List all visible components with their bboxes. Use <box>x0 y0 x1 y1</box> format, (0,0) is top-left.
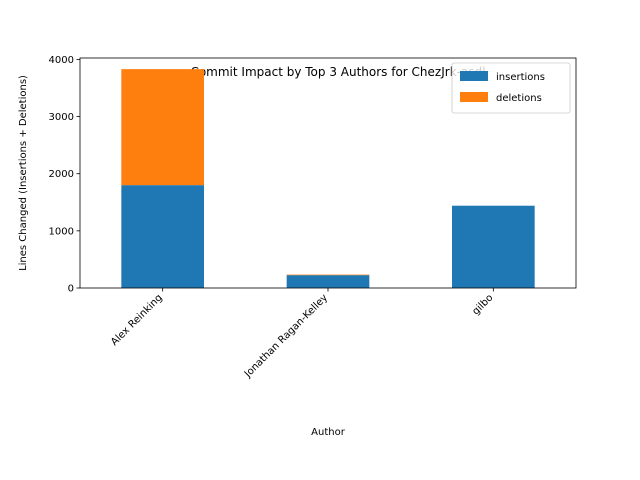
plot-frame <box>79 57 577 289</box>
y-axis: 0 1000 2000 3000 4000 <box>49 55 80 295</box>
x-tick-label-0: Alex Reinking <box>109 292 165 348</box>
legend-swatch-deletions <box>460 92 488 102</box>
legend-label-insertions: insertions <box>496 72 545 83</box>
legend: insertions deletions <box>451 62 571 114</box>
y-tick-label-4: 4000 <box>49 55 74 66</box>
chart-title: Commit Impact by Top 3 Authors for ChezJ… <box>190 65 485 79</box>
x-tick-label-2: gilbo <box>470 292 495 317</box>
bar-deletions-2 <box>286 274 370 276</box>
y-tick-label-3: 3000 <box>49 112 74 123</box>
x-axis-label: Author <box>311 427 346 438</box>
bar-insertions-3 <box>452 205 535 288</box>
x-tick-label-1: Jonathan Ragan-Kelley <box>242 292 330 380</box>
y-tick-label-1: 1000 <box>49 226 74 237</box>
plot-bars <box>121 69 535 288</box>
y-axis-label: Lines Changed (Insertions + Deletions) <box>18 75 29 271</box>
legend-frame <box>451 62 571 114</box>
bar-insertions-2 <box>286 275 370 288</box>
legend-label-deletions: deletions <box>496 93 542 104</box>
y-tick-label-2: 2000 <box>49 169 74 180</box>
bar-insertions-1 <box>121 185 204 288</box>
legend-swatch-insertions <box>460 71 488 81</box>
bar-deletions-1 <box>121 69 204 186</box>
y-tick-label-0: 0 <box>68 284 74 295</box>
x-axis: Alex Reinking Jonathan Ragan-Kelley gilbo <box>109 288 495 380</box>
